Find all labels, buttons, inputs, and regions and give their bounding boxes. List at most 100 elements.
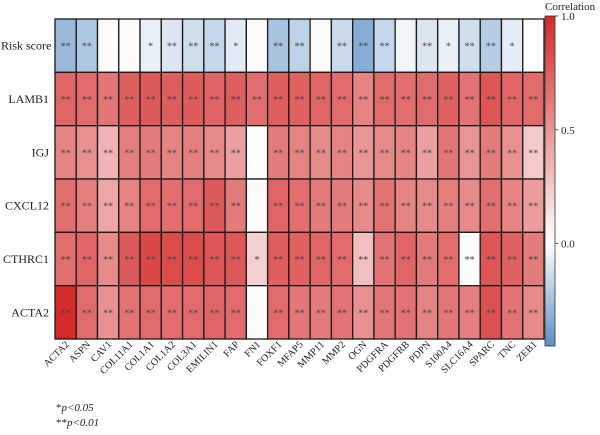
heatmap-cell — [245, 125, 269, 180]
significance-mark: ** — [103, 255, 113, 266]
significance-mark: ** — [103, 308, 113, 319]
significance-mark: ** — [273, 308, 283, 319]
significance-mark: ** — [380, 95, 390, 106]
column-label: FAP — [222, 339, 243, 360]
colorbar — [544, 15, 556, 347]
significance-mark: ** — [507, 148, 517, 159]
significance-mark: ** — [167, 202, 177, 213]
significance-mark: ** — [61, 148, 71, 159]
significance-mark: ** — [486, 95, 496, 106]
significance-mark: ** — [188, 95, 198, 106]
heatmap-cell — [522, 18, 545, 73]
column-label: ASPN — [67, 339, 93, 365]
significance-mark: ** — [146, 202, 156, 213]
column-label: MMP2 — [320, 339, 348, 367]
significance-mark: ** — [358, 148, 368, 159]
significance-mark: ** — [124, 308, 134, 319]
significance-mark: * — [510, 42, 515, 53]
significance-mark: ** — [507, 255, 517, 266]
significance-mark: ** — [209, 255, 219, 266]
colorbar-tick-label: 0.5 — [561, 125, 575, 137]
significance-mark: ** — [295, 42, 305, 53]
significance-mark: ** — [82, 255, 92, 266]
column-label: ACTA2 — [42, 339, 72, 369]
significance-mark: ** — [358, 42, 368, 53]
significance-mark: ** — [401, 202, 411, 213]
significance-mark: * — [254, 255, 259, 266]
row-label: ACTA2 — [11, 305, 49, 319]
significance-mark: ** — [486, 202, 496, 213]
significance-mark: ** — [188, 308, 198, 319]
heatmap-cell — [309, 18, 333, 73]
significance-mark: ** — [124, 95, 134, 106]
footnote-text: p<0.05 — [61, 402, 94, 414]
significance-mark: ** — [209, 42, 219, 53]
significance-mark: ** — [422, 42, 432, 53]
significance-mark: ** — [507, 95, 517, 106]
significance-mark: * — [148, 42, 153, 53]
significance-mark: ** — [337, 255, 347, 266]
heatmap-cell — [245, 18, 269, 73]
significance-mark: ** — [231, 95, 241, 106]
footnote-text: p<0.01 — [67, 417, 100, 429]
significance-mark: ** — [486, 255, 496, 266]
heatmap-cells: ** ** * ** ** ** * ** ** ** ** ** ** * ** ** *** ** ** ** **… — [54, 18, 545, 340]
significance-mark: ** — [124, 255, 134, 266]
significance-mark: ** — [465, 42, 475, 53]
significance-mark: ** — [124, 148, 134, 159]
significance-mark: ** — [167, 42, 177, 53]
significance-mark: ** — [146, 95, 156, 106]
significance-mark: ** — [209, 202, 219, 213]
column-label: ZEB1 — [515, 339, 540, 364]
row-label: CTHRC1 — [3, 252, 49, 266]
significance-mark: ** — [507, 202, 517, 213]
significance-mark: ** — [82, 95, 92, 106]
significance-mark: ** — [486, 42, 496, 53]
heatmap-cell — [245, 178, 269, 233]
significance-mark: ** — [528, 148, 538, 159]
significance-mark: ** — [209, 148, 219, 159]
significance-mark: ** — [528, 255, 538, 266]
colorbar-tick-label: 0.0 — [561, 239, 575, 251]
significance-mark: ** — [209, 95, 219, 106]
significance-mark: ** — [465, 308, 475, 319]
significance-mark: ** — [443, 95, 453, 106]
significance-mark: ** — [316, 308, 326, 319]
significance-mark: ** — [252, 95, 262, 106]
heatmap-cell — [522, 285, 545, 340]
significance-mark: ** — [528, 95, 538, 106]
significance-mark: ** — [124, 202, 134, 213]
significance-mark: ** — [422, 202, 432, 213]
significance-mark: ** — [273, 42, 283, 53]
significance-mark: ** — [316, 202, 326, 213]
significance-mark: ** — [82, 202, 92, 213]
footnote-double-star: **p<0.01 — [56, 417, 99, 429]
footnote-symbol: ** — [56, 417, 67, 429]
significance-mark: ** — [273, 148, 283, 159]
footnote-symbol: * — [56, 402, 62, 414]
significance-mark: ** — [443, 255, 453, 266]
significance-mark: ** — [103, 202, 113, 213]
significance-mark: ** — [61, 202, 71, 213]
significance-mark: ** — [401, 255, 411, 266]
significance-mark: ** — [465, 148, 475, 159]
significance-mark: ** — [316, 148, 326, 159]
significance-mark: ** — [528, 202, 538, 213]
significance-mark: ** — [231, 255, 241, 266]
significance-mark: ** — [401, 95, 411, 106]
significance-mark: ** — [380, 308, 390, 319]
significance-mark: ** — [188, 202, 198, 213]
significance-mark: ** — [61, 255, 71, 266]
significance-mark: ** — [273, 95, 283, 106]
significance-mark: ** — [380, 148, 390, 159]
significance-mark: ** — [422, 255, 432, 266]
significance-mark: ** — [358, 202, 368, 213]
significance-mark: ** — [443, 202, 453, 213]
significance-mark: ** — [443, 308, 453, 319]
significance-mark: * — [233, 42, 238, 53]
row-label: Risk score — [1, 39, 51, 53]
significance-mark: ** — [486, 308, 496, 319]
significance-mark: ** — [231, 308, 241, 319]
significance-mark: ** — [146, 255, 156, 266]
